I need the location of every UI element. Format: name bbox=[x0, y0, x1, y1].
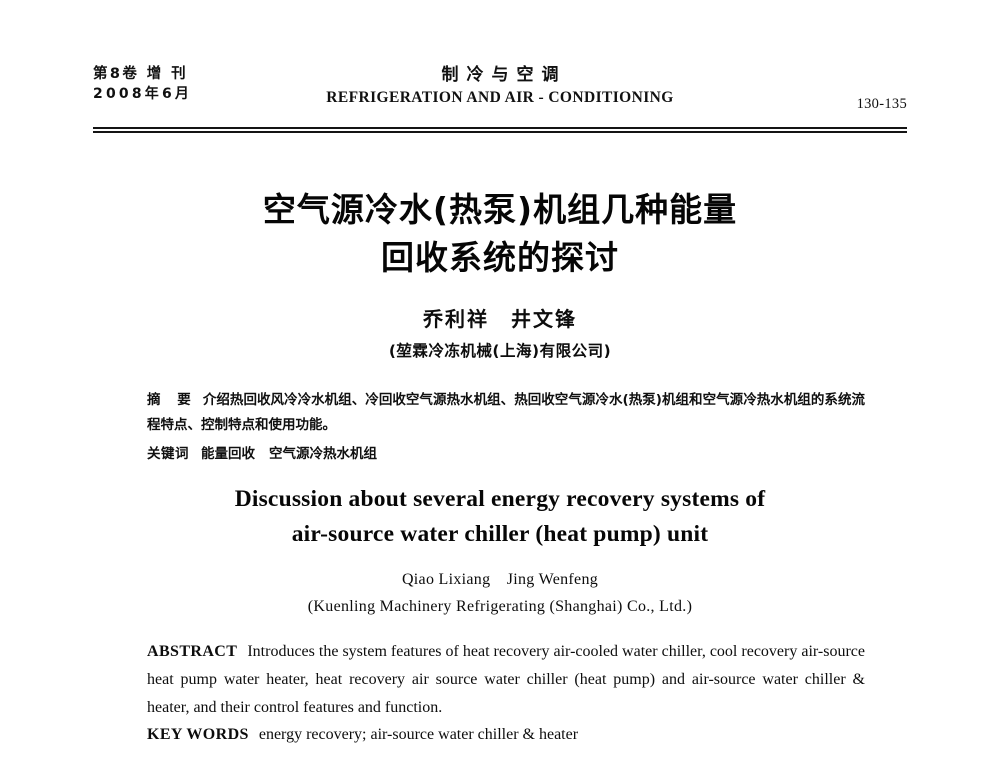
abstract-en: ABSTRACT Introduces the system features o… bbox=[147, 638, 865, 722]
issue-info: 第8卷 增 刊 2008年6月 bbox=[93, 64, 192, 104]
page-range-label: 130-135 bbox=[856, 96, 907, 112]
divider-line-bottom bbox=[93, 131, 907, 133]
abstract-cn-label: 摘 要 bbox=[147, 392, 197, 408]
authors-en: Qiao Lixiang Jing Wenfeng bbox=[401, 571, 599, 588]
authors-cn: 乔利祥 井文锋 bbox=[423, 307, 577, 331]
journal-title-en: REFRIGERATION AND AIR - CONDITIONING bbox=[326, 89, 674, 106]
journal-title-cn: 制冷与空调 bbox=[441, 65, 567, 85]
article-title-en: Discussion about several energy recovery… bbox=[0, 482, 1000, 552]
article-title-en-line1: Discussion about several energy recovery… bbox=[234, 486, 766, 512]
abstract-cn: 摘 要介绍热回收风冷冷水机组、冷回收空气源热水机组、热回收空气源冷水(热泵)机组… bbox=[147, 388, 865, 438]
keyword-cn-2: 空气源冷热水机组 bbox=[269, 446, 377, 462]
divider-line-top bbox=[93, 127, 907, 129]
keyword-cn-1: 能量回收 bbox=[201, 446, 255, 462]
abstract-en-text: Introduces the system features of heat r… bbox=[147, 643, 865, 716]
abstract-cn-text: 介绍热回收风冷冷水机组、冷回收空气源热水机组、热回收空气源冷水(热泵)机组和空气… bbox=[147, 392, 866, 433]
keywords-en: KEY WORDS energy recovery; air-source wat… bbox=[147, 722, 865, 748]
abstract-en-label: ABSTRACT bbox=[147, 643, 238, 660]
article-title-cn-line1: 空气源冷水(热泵)机组几种能量 bbox=[262, 190, 738, 229]
affiliation-cn: (堃霖冷冻机械(上海)有限公司) bbox=[388, 342, 612, 360]
header-divider-rule bbox=[93, 127, 907, 133]
publication-date-label: 2008年6月 bbox=[93, 86, 193, 102]
affiliation-en: (Kuenling Machinery Refrigerating (Shang… bbox=[307, 598, 693, 615]
keywords-cn-label: 关键词 bbox=[147, 446, 189, 462]
article-title-cn-line2: 回收系统的探讨 bbox=[381, 238, 619, 277]
keywords-cn: 关键词 能量回收 空气源冷热水机组 bbox=[147, 442, 865, 466]
article-title-en-line2: air-source water chiller (heat pump) uni… bbox=[291, 521, 709, 547]
journal-title-block: 制冷与空调 REFRIGERATION AND AIR - CONDITIONI… bbox=[93, 64, 907, 108]
keywords-en-text: energy recovery; air-source water chille… bbox=[258, 726, 579, 743]
volume-issue-label: 第8卷 增 刊 bbox=[93, 66, 188, 82]
page-masthead: 第8卷 增 刊 2008年6月 制冷与空调 REFRIGERATION AND … bbox=[93, 64, 907, 124]
keywords-en-label: KEY WORDS bbox=[147, 726, 249, 743]
article-title-cn: 空气源冷水(热泵)机组几种能量 回收系统的探讨 bbox=[0, 186, 1000, 282]
